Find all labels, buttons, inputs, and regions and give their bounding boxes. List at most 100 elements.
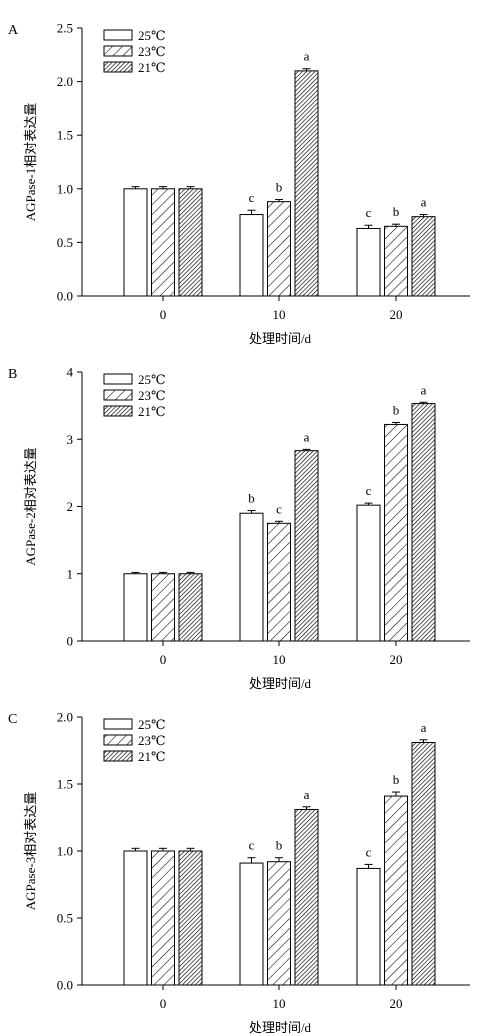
significance-letter: b bbox=[393, 402, 400, 417]
x-axis-label: 处理时间/d bbox=[249, 331, 312, 346]
legend-swatch bbox=[103, 389, 133, 401]
bar-23℃-20 bbox=[384, 795, 408, 986]
bar-21℃-0 bbox=[178, 850, 203, 986]
bar-25℃-0 bbox=[123, 573, 148, 642]
y-tick-label: 3 bbox=[67, 432, 74, 447]
significance-letter: c bbox=[249, 190, 255, 205]
legend-label: 23℃ bbox=[138, 388, 166, 403]
bar-23℃-20 bbox=[384, 423, 408, 642]
x-tick-label: 0 bbox=[160, 307, 167, 322]
bar-23℃-10 bbox=[267, 522, 291, 642]
x-tick-label: 10 bbox=[273, 996, 286, 1011]
panel-label: C bbox=[8, 712, 17, 727]
significance-letter: c bbox=[366, 483, 372, 498]
legend-swatch bbox=[103, 718, 133, 730]
bar-21℃-10 bbox=[294, 450, 319, 642]
bar-25℃-0 bbox=[123, 188, 148, 297]
bar-25℃-10 bbox=[239, 862, 264, 986]
chart-panel-c: C 0.0 0.5 1.0 1.5 2.0 AGPase-3相对表达量 0 10 20 处理时间/d… bbox=[8, 710, 470, 1034]
legend-label: 23℃ bbox=[138, 733, 166, 748]
legend-swatch bbox=[103, 373, 133, 385]
bar-25℃-20 bbox=[356, 227, 381, 297]
significance-letter: b bbox=[276, 838, 283, 853]
x-tick-label: 10 bbox=[273, 307, 286, 322]
y-tick-label: 1.0 bbox=[57, 844, 73, 859]
legend-label: 21℃ bbox=[138, 404, 166, 419]
x-tick-label: 10 bbox=[273, 652, 286, 667]
significance-letter: a bbox=[421, 382, 427, 397]
legend-swatch bbox=[103, 29, 133, 41]
chart-panel-a: A 0.0 0.5 1.0 1.5 2.0 2.5 AGPase-1相对表达量 0 10 20 处理时… bbox=[8, 21, 470, 346]
bar-23℃-10 bbox=[267, 861, 291, 986]
significance-letter: a bbox=[304, 787, 310, 802]
legend-swatch bbox=[103, 750, 133, 762]
y-tick-label: 0.0 bbox=[57, 978, 73, 993]
x-tick-label: 0 bbox=[160, 652, 167, 667]
bar-21℃-20 bbox=[411, 403, 436, 642]
legend-label: 23℃ bbox=[138, 44, 166, 59]
legend-swatch bbox=[103, 61, 133, 73]
panel-label: B bbox=[8, 367, 17, 382]
y-tick-label: 2.5 bbox=[57, 21, 73, 36]
legend-swatch bbox=[103, 45, 133, 57]
significance-letter: b bbox=[393, 772, 400, 787]
bar-23℃-10 bbox=[267, 201, 291, 297]
x-axis-label: 处理时间/d bbox=[249, 676, 312, 691]
y-tick-label: 0.5 bbox=[57, 235, 73, 250]
significance-letter: c bbox=[276, 501, 282, 516]
significance-letter: c bbox=[366, 844, 372, 859]
y-tick-label: 1 bbox=[67, 566, 74, 581]
bar-23℃-20 bbox=[384, 225, 408, 297]
bar-25℃-20 bbox=[356, 867, 381, 986]
legend-label: 25℃ bbox=[138, 28, 166, 43]
bar-21℃-0 bbox=[178, 573, 203, 642]
y-axis-label: AGPase-3相对表达量 bbox=[23, 792, 38, 910]
x-tick-label: 20 bbox=[390, 996, 403, 1011]
y-tick-label: 2.0 bbox=[57, 74, 73, 89]
legend-label: 21℃ bbox=[138, 60, 166, 75]
y-tick-label: 1.0 bbox=[57, 181, 73, 196]
x-tick-label: 20 bbox=[390, 307, 403, 322]
bar-25℃-20 bbox=[356, 504, 381, 642]
legend-swatch bbox=[103, 734, 133, 746]
x-tick-label: 20 bbox=[390, 652, 403, 667]
y-tick-label: 1.5 bbox=[57, 128, 73, 143]
y-axis-label: AGPase-1相对表达量 bbox=[23, 103, 38, 221]
significance-letter: b bbox=[248, 491, 255, 506]
panel-label: A bbox=[8, 23, 19, 38]
y-tick-label: 1.5 bbox=[57, 777, 73, 792]
significance-letter: c bbox=[366, 205, 372, 220]
bar-25℃-10 bbox=[239, 214, 264, 297]
bar-23℃-0 bbox=[151, 188, 175, 297]
significance-letter: b bbox=[276, 180, 283, 195]
significance-letter: c bbox=[249, 838, 255, 853]
bar-25℃-10 bbox=[239, 512, 264, 642]
bar-25℃-0 bbox=[123, 850, 148, 986]
y-tick-label: 2 bbox=[67, 499, 74, 514]
significance-letter: a bbox=[304, 49, 310, 64]
significance-letter: b bbox=[393, 204, 400, 219]
legend-swatch bbox=[103, 405, 133, 417]
y-tick-label: 0.0 bbox=[57, 289, 73, 304]
x-axis-label: 处理时间/d bbox=[249, 1020, 312, 1034]
y-tick-label: 0.5 bbox=[57, 911, 73, 926]
bar-23℃-0 bbox=[151, 850, 175, 986]
bar-21℃-20 bbox=[411, 741, 436, 986]
legend-label: 21℃ bbox=[138, 749, 166, 764]
legend-label: 25℃ bbox=[138, 717, 166, 732]
bar-21℃-20 bbox=[411, 216, 436, 297]
bar-21℃-10 bbox=[294, 70, 319, 297]
y-axis-label: AGPase-2相对表达量 bbox=[23, 447, 38, 565]
x-tick-label: 0 bbox=[160, 996, 167, 1011]
legend-label: 25℃ bbox=[138, 372, 166, 387]
y-tick-label: 0 bbox=[67, 634, 74, 649]
significance-letter: a bbox=[421, 720, 427, 735]
bar-21℃-10 bbox=[294, 808, 319, 986]
bar-21℃-0 bbox=[178, 188, 203, 297]
y-tick-label: 2.0 bbox=[57, 710, 73, 725]
significance-letter: a bbox=[304, 429, 310, 444]
significance-letter: a bbox=[421, 195, 427, 210]
y-tick-label: 4 bbox=[67, 365, 74, 380]
